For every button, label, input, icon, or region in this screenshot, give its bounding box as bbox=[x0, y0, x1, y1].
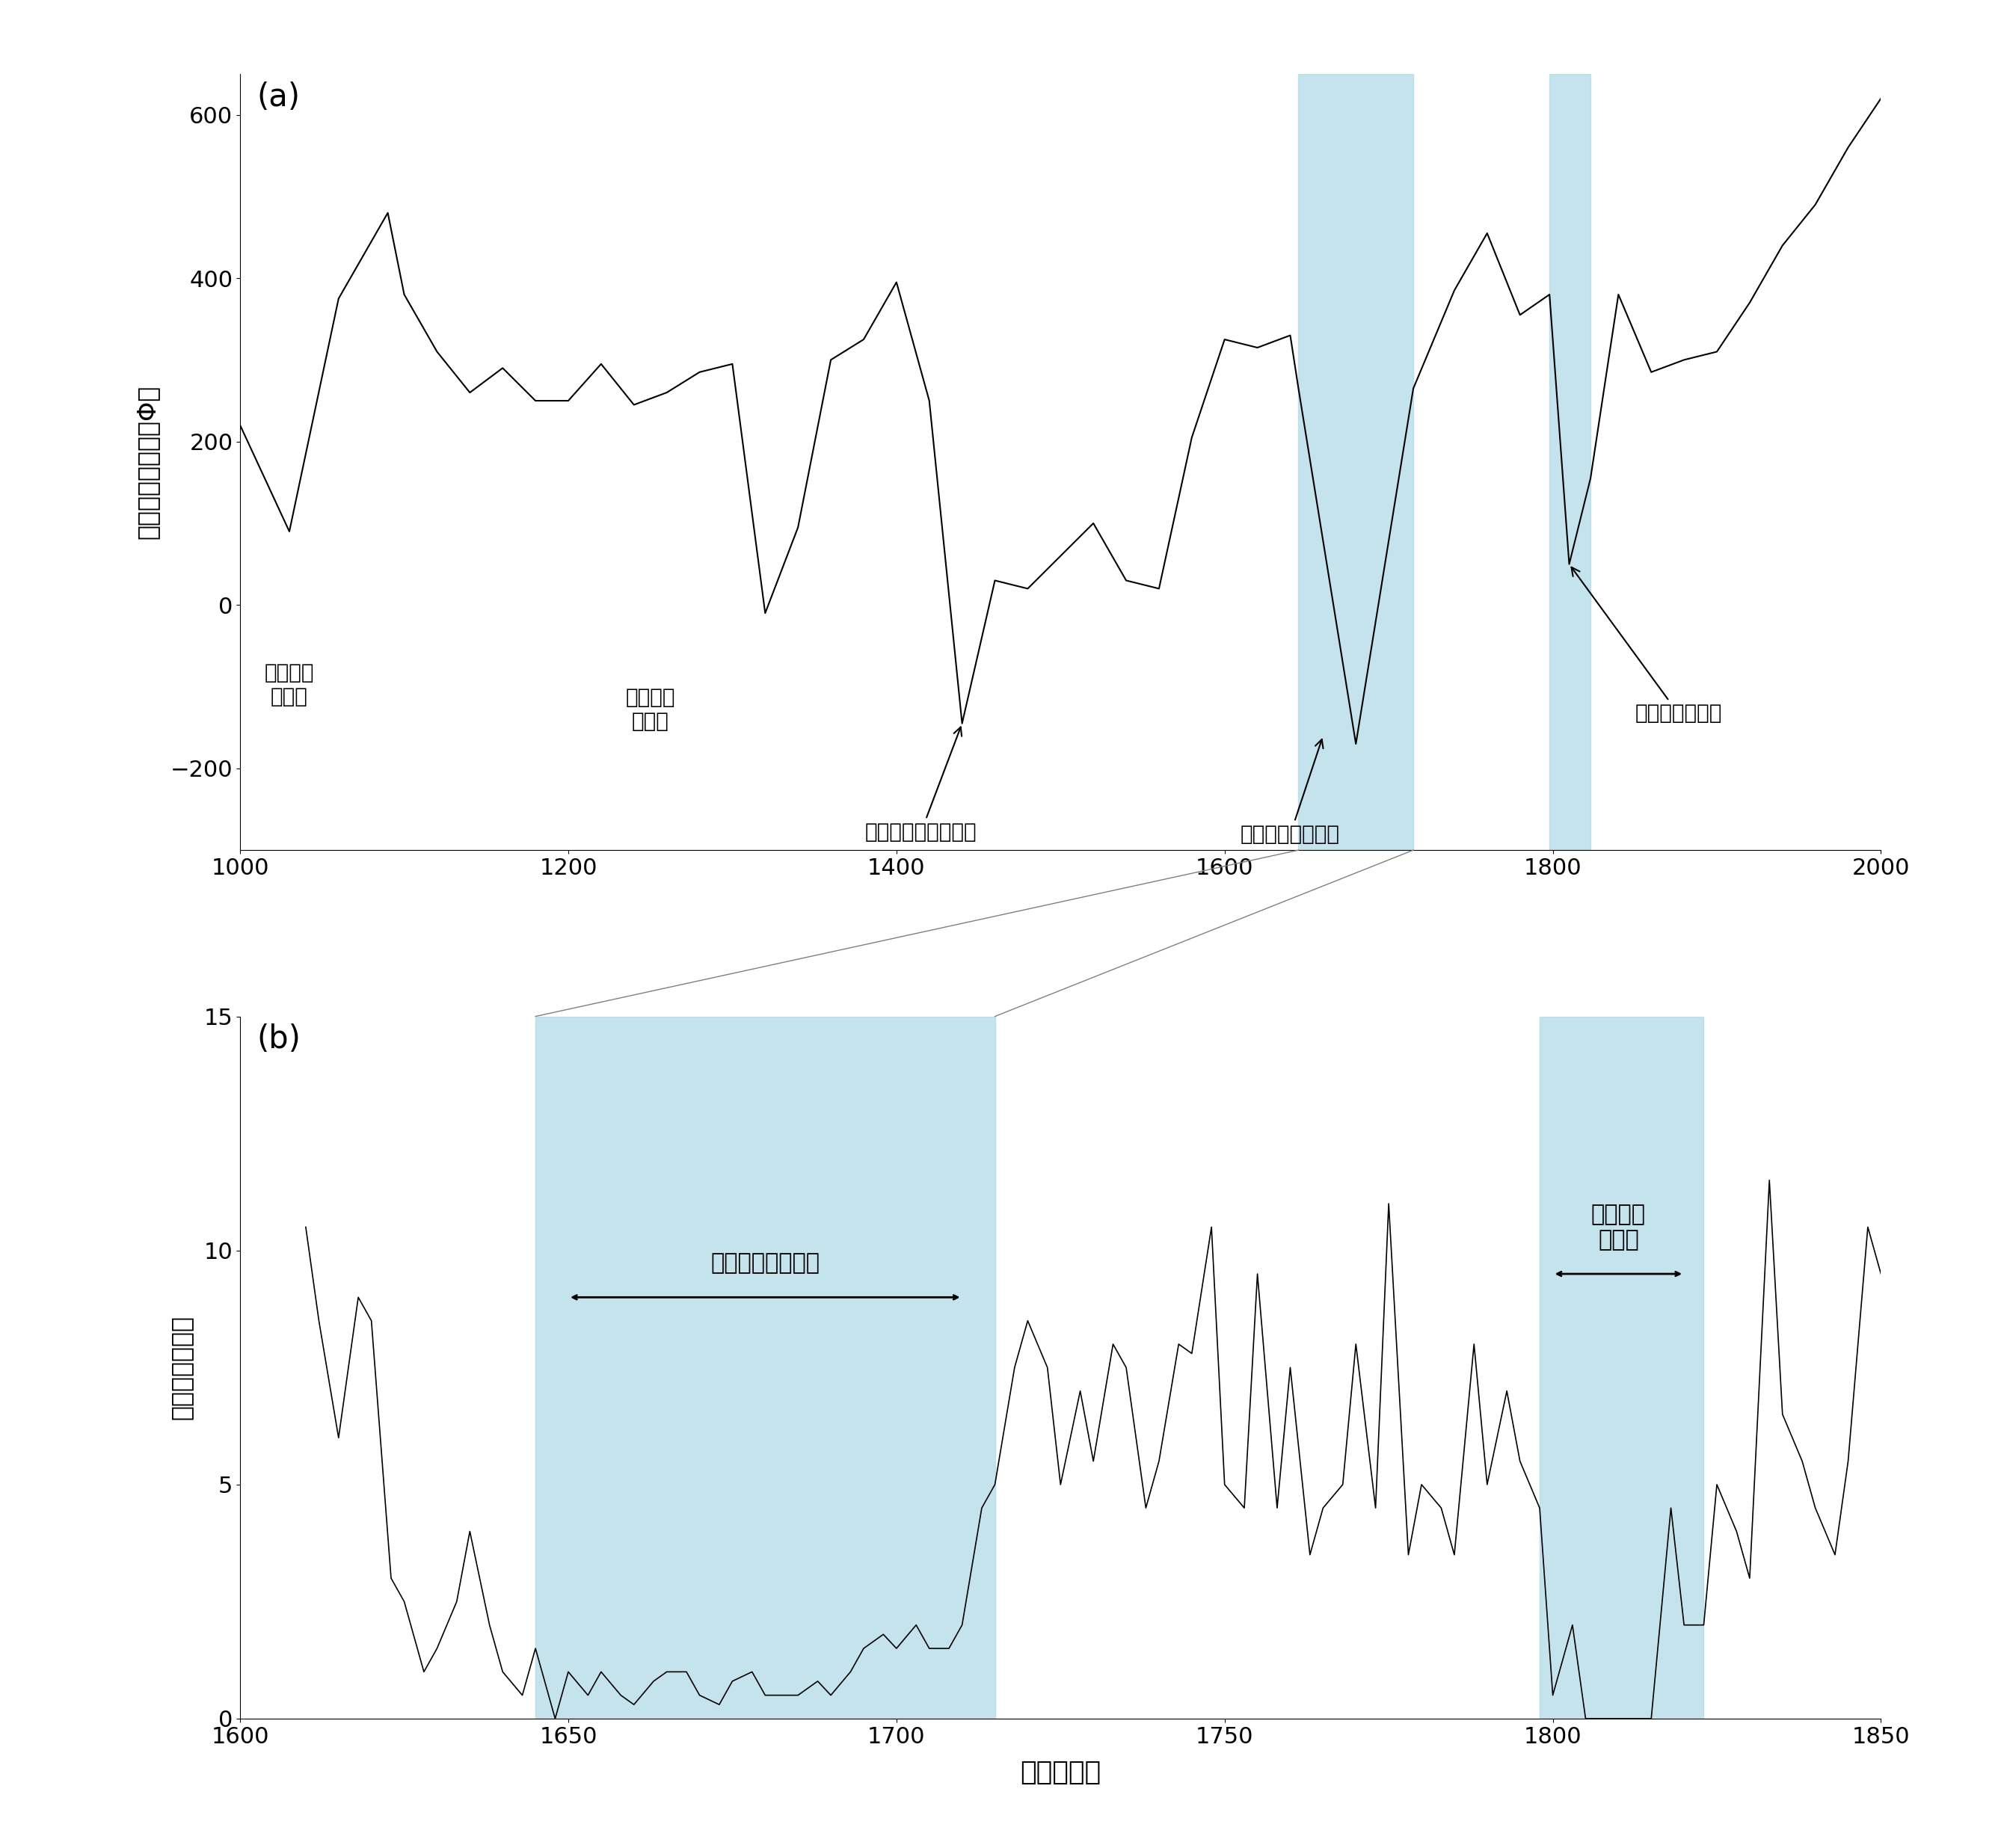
Text: (b): (b) bbox=[256, 1024, 300, 1055]
Text: ウォルフ
極小期: ウォルフ 極小期 bbox=[626, 687, 674, 732]
X-axis label: 西暦（年）: 西暦（年） bbox=[1021, 1759, 1101, 1785]
Text: ダルトン
極小期: ダルトン 極小期 bbox=[1591, 1203, 1645, 1251]
Bar bbox=[1299, 74, 1413, 850]
Text: (a): (a) bbox=[256, 81, 300, 113]
Bar bbox=[1539, 1016, 1703, 1719]
Bar bbox=[536, 1016, 994, 1719]
Text: シュペーラー極小期: シュペーラー極小期 bbox=[864, 726, 976, 843]
Text: マウンダー極小期: マウンダー極小期 bbox=[710, 1253, 820, 1273]
Text: マウンダー極小期: マウンダー極小期 bbox=[1241, 739, 1341, 845]
Y-axis label: 太陽黒点群の数: 太陽黒点群の数 bbox=[168, 1316, 194, 1419]
Bar bbox=[1549, 74, 1591, 850]
Y-axis label: 太陽活動重力度（Φ）: 太陽活動重力度（Φ） bbox=[136, 384, 160, 540]
Text: ダルトン極小期: ダルトン極小期 bbox=[1571, 567, 1721, 724]
Text: オールト
極小期: オールト 極小期 bbox=[264, 662, 314, 708]
